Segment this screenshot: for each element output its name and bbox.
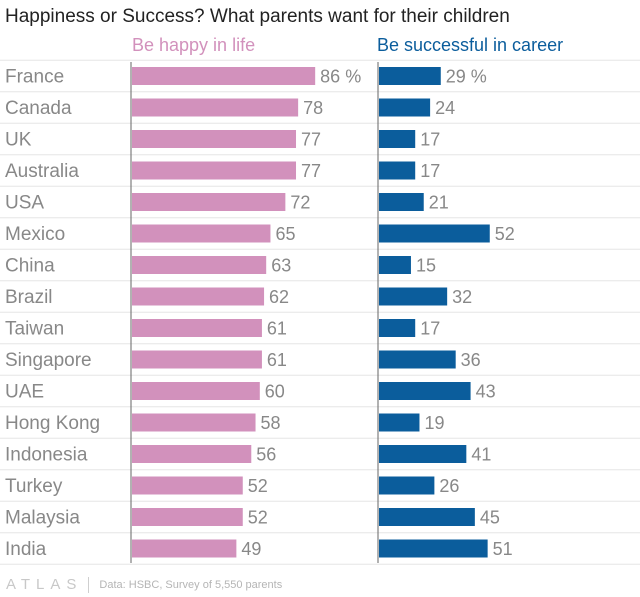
value-label-success: 21 xyxy=(429,193,449,213)
bar-happy xyxy=(132,130,297,148)
bar-success xyxy=(379,350,456,369)
value-label-success: 24 xyxy=(435,98,455,118)
bar-happy xyxy=(132,476,243,495)
category-label: USA xyxy=(5,193,44,214)
value-label-happy: 62 xyxy=(269,287,289,307)
category-label: Australia xyxy=(5,161,79,182)
bar-success xyxy=(379,539,488,558)
value-label-happy: 60 xyxy=(265,382,285,402)
bar-success xyxy=(379,476,435,495)
category-label: Brazil xyxy=(5,287,53,308)
bar-success xyxy=(379,161,416,180)
source-note: Data: HSBC, Survey of 5,550 parents xyxy=(99,578,283,591)
footer: ATLAS Data: HSBC, Survey of 5,550 parent… xyxy=(6,576,282,593)
bar-happy xyxy=(132,445,252,463)
bar-happy xyxy=(132,287,265,306)
footer-divider xyxy=(88,576,90,593)
value-label-success: 45 xyxy=(480,508,500,528)
value-label-happy: 56 xyxy=(256,445,276,465)
value-label-happy: 49 xyxy=(241,539,261,559)
bar-happy xyxy=(132,224,271,243)
category-label: India xyxy=(5,539,47,560)
series-label-success: Be successful in career xyxy=(377,35,563,55)
bar-success xyxy=(379,382,471,400)
category-label: China xyxy=(5,256,55,277)
bar-success xyxy=(379,287,448,306)
value-label-happy: 61 xyxy=(267,350,287,370)
bar-happy xyxy=(132,319,262,337)
value-label-happy: 63 xyxy=(271,256,291,276)
value-label-happy: 72 xyxy=(290,193,310,213)
bar-happy xyxy=(132,539,237,558)
bar-success xyxy=(379,413,420,432)
value-label-success: 36 xyxy=(461,350,481,370)
value-label-happy: 52 xyxy=(248,476,268,496)
bar-success xyxy=(379,98,431,117)
bar-happy xyxy=(132,98,299,117)
bar-success xyxy=(379,508,475,526)
category-label: Indonesia xyxy=(5,445,88,466)
value-label-success: 26 xyxy=(439,476,459,496)
category-label: Hong Kong xyxy=(5,413,100,434)
value-label-success: 29 % xyxy=(446,67,487,87)
value-label-happy: 77 xyxy=(301,130,321,150)
value-label-happy: 61 xyxy=(267,319,287,339)
value-label-happy: 65 xyxy=(275,224,295,244)
category-label: UK xyxy=(5,130,32,151)
category-label: Turkey xyxy=(5,476,63,497)
bar-happy xyxy=(132,508,243,526)
value-label-success: 17 xyxy=(420,161,440,181)
bar-success xyxy=(379,224,490,243)
bar-happy xyxy=(132,193,286,211)
value-label-success: 32 xyxy=(452,287,472,307)
category-label: UAE xyxy=(5,382,44,403)
value-label-happy: 52 xyxy=(248,508,268,528)
bar-happy xyxy=(132,382,260,400)
bar-success xyxy=(379,256,411,274)
bar-success xyxy=(379,67,441,85)
category-label: France xyxy=(5,67,64,88)
atlas-logo: ATLAS xyxy=(6,576,83,593)
value-label-happy: 77 xyxy=(301,161,321,181)
value-label-success: 52 xyxy=(495,224,515,244)
value-label-success: 51 xyxy=(493,539,513,559)
bar-success xyxy=(379,193,424,211)
bar-success xyxy=(379,445,467,463)
value-label-success: 43 xyxy=(476,382,496,402)
series-label-happy: Be happy in life xyxy=(132,35,255,55)
value-label-happy: 58 xyxy=(261,413,281,433)
value-label-happy: 78 xyxy=(303,98,323,118)
bar-happy xyxy=(132,161,297,180)
category-label: Taiwan xyxy=(5,319,64,340)
bar-happy xyxy=(132,350,262,369)
value-label-success: 17 xyxy=(420,319,440,339)
value-label-success: 41 xyxy=(471,445,491,465)
bar-success xyxy=(379,130,416,148)
value-label-success: 15 xyxy=(416,256,436,276)
bar-success xyxy=(379,319,416,337)
category-label: Mexico xyxy=(5,224,65,245)
value-label-happy: 86 % xyxy=(320,67,361,87)
bar-happy xyxy=(132,413,256,432)
category-label: Malaysia xyxy=(5,508,80,529)
bar-happy xyxy=(132,67,316,85)
chart-title: Happiness or Success? What parents want … xyxy=(5,6,510,27)
bar-happy xyxy=(132,256,267,274)
category-label: Singapore xyxy=(5,350,92,371)
value-label-success: 19 xyxy=(424,413,444,433)
category-label: Canada xyxy=(5,98,72,119)
value-label-success: 17 xyxy=(420,130,440,150)
